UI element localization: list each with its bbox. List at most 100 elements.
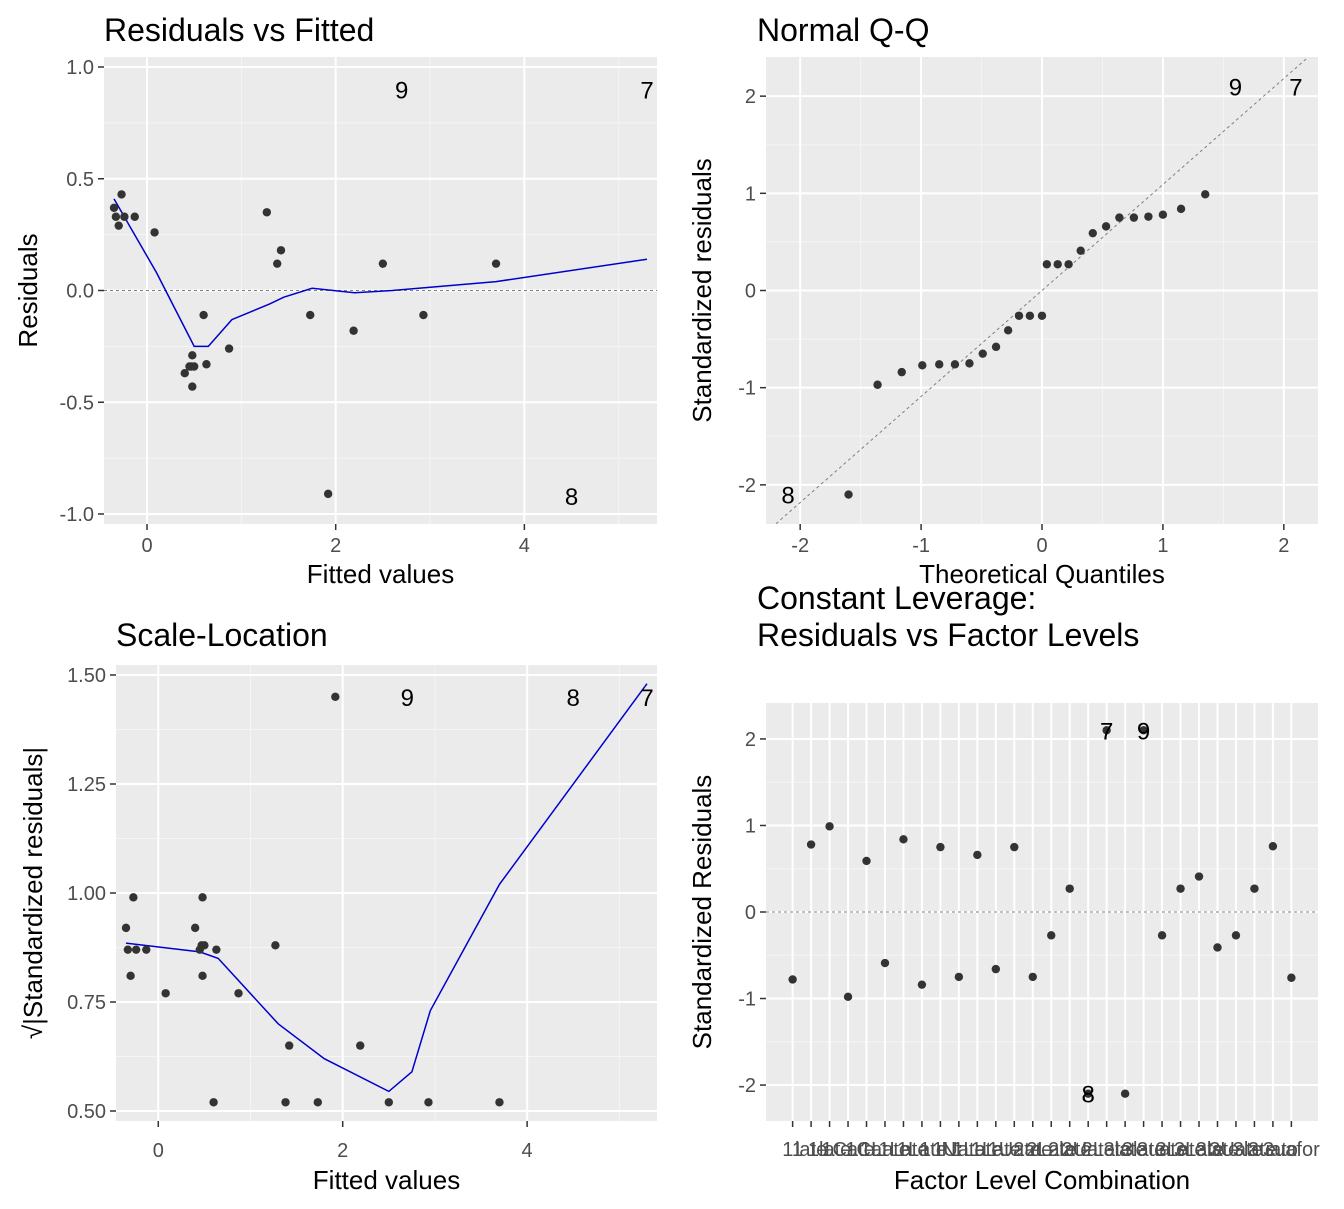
data-point xyxy=(129,893,138,902)
x-tick-label: 3late xyxy=(1103,1139,1146,1161)
data-point xyxy=(109,203,119,213)
data-point xyxy=(954,972,964,982)
x-tick-label: 2late xyxy=(1048,1139,1091,1161)
data-point xyxy=(917,980,927,989)
data-point xyxy=(1003,326,1013,335)
y-tick-label: 0 xyxy=(745,902,756,924)
x-tick-label: 2Uate xyxy=(1061,1139,1114,1161)
data-point xyxy=(120,212,129,221)
plot-title: Constant Leverage: xyxy=(757,580,1036,616)
data-point xyxy=(1139,726,1148,735)
x-tick-label: 2 xyxy=(337,1140,348,1162)
plot-title: Scale-Location xyxy=(116,617,328,653)
data-point xyxy=(188,382,197,391)
x-tick-label: 2 xyxy=(1278,535,1289,557)
x-tick-label: 1late xyxy=(808,1139,851,1161)
data-point xyxy=(189,362,199,371)
data-point xyxy=(117,190,126,199)
x-tick-label: 0 xyxy=(1036,535,1047,557)
data-point xyxy=(873,380,882,389)
x-axis-label: Fitted values xyxy=(313,1165,460,1195)
data-point xyxy=(331,692,340,701)
y-tick-label: 1.25 xyxy=(67,774,106,796)
data-point xyxy=(111,212,121,221)
outlier-label: 9 xyxy=(1229,74,1242,101)
data-point xyxy=(224,344,234,353)
data-point xyxy=(880,958,890,968)
data-point xyxy=(936,842,945,852)
y-tick-label: 0.5 xyxy=(66,169,94,191)
x-tick-label: 4 xyxy=(519,535,530,557)
data-point xyxy=(991,342,1001,352)
x-tick-label: 1Uate xyxy=(988,1139,1041,1161)
data-point xyxy=(114,221,123,230)
plot-panel-p3: 9 8 7 0 2 4 0.50 0.75 1.00 1.25 1.50 Scale-Location… xyxy=(18,617,657,1195)
x-tick-label: 0 xyxy=(153,1140,164,1162)
plot-panel-p2: 8 9 7 -2 -1 0 1 2 -2 -1 0 1 2 Normal Q-Q Theoretical Q… xyxy=(687,12,1318,589)
x-tick-label: late xyxy=(795,1139,827,1161)
x-tick-label: 2ate xyxy=(1013,1139,1052,1161)
y-tick-label: -2 xyxy=(738,475,756,497)
outlier-label: 8 xyxy=(565,484,578,511)
x-tick-label: 1Late xyxy=(860,1139,910,1161)
x-tick-label: 1Late xyxy=(897,1139,947,1161)
data-point xyxy=(897,367,906,377)
data-point xyxy=(384,1098,394,1107)
plot-title: Residuals vs Fitted xyxy=(104,12,374,48)
data-point xyxy=(1250,884,1259,893)
y-tick-label: -1.0 xyxy=(60,504,94,526)
outlier-label: 8 xyxy=(781,483,794,510)
plot-panel-p1: 9 7 8 0 2 4 -1.0 -0.5 0.0 0.5 1.0 Residuals vs Fitt… xyxy=(13,12,657,589)
data-point xyxy=(1042,260,1052,269)
data-point xyxy=(323,489,333,499)
data-point xyxy=(950,360,960,369)
y-tick-label: -1 xyxy=(738,378,756,400)
x-axis-label: Fitted values xyxy=(307,559,454,589)
y-tick-label: -2 xyxy=(738,1075,756,1097)
x-tick-label: -1 xyxy=(912,535,930,557)
y-tick-label: 0.0 xyxy=(66,281,94,303)
data-point xyxy=(978,349,987,358)
data-point xyxy=(899,835,908,844)
data-point xyxy=(1194,872,1204,881)
data-point xyxy=(1053,260,1062,269)
outlier-label: 8 xyxy=(567,685,580,712)
data-point xyxy=(825,822,834,831)
x-tick-label: 1Cat xyxy=(845,1139,888,1161)
x-axis-label: Factor Level Combination xyxy=(894,1165,1190,1195)
data-point xyxy=(306,310,315,320)
data-point xyxy=(991,964,1001,974)
data-point xyxy=(1076,246,1085,255)
data-point xyxy=(973,850,982,860)
x-tick-label: 3late xyxy=(1233,1139,1276,1161)
data-point xyxy=(424,1098,433,1107)
y-tick-label: -1 xyxy=(738,989,756,1011)
data-point xyxy=(1028,972,1037,982)
x-tick-label: 3uafor xyxy=(1263,1139,1320,1161)
data-point xyxy=(161,989,170,998)
data-point xyxy=(419,310,428,320)
data-point xyxy=(378,259,388,268)
data-point xyxy=(935,360,944,369)
data-point xyxy=(1144,212,1153,221)
data-point xyxy=(844,490,853,499)
x-tick-label: 2Late xyxy=(1026,1139,1076,1161)
x-tick-label: 1uNt xyxy=(919,1139,962,1161)
data-point xyxy=(918,361,927,370)
y-axis-label: Standardized Residuals xyxy=(687,775,717,1050)
y-tick-label: 1.50 xyxy=(67,665,106,687)
data-point xyxy=(1129,213,1139,222)
data-point xyxy=(209,1098,218,1107)
data-point xyxy=(234,989,243,998)
data-point xyxy=(190,923,200,933)
data-point xyxy=(1231,931,1241,940)
data-point xyxy=(126,971,135,981)
y-tick-label: -0.5 xyxy=(60,392,94,414)
data-point xyxy=(1037,311,1047,320)
outlier-label: 9 xyxy=(401,685,414,712)
y-tick-label: 1 xyxy=(745,815,756,837)
x-tick-label: 4 xyxy=(522,1140,533,1162)
data-point xyxy=(1101,222,1111,231)
x-tick-label: 3late xyxy=(1122,1139,1165,1161)
data-point xyxy=(188,351,197,360)
